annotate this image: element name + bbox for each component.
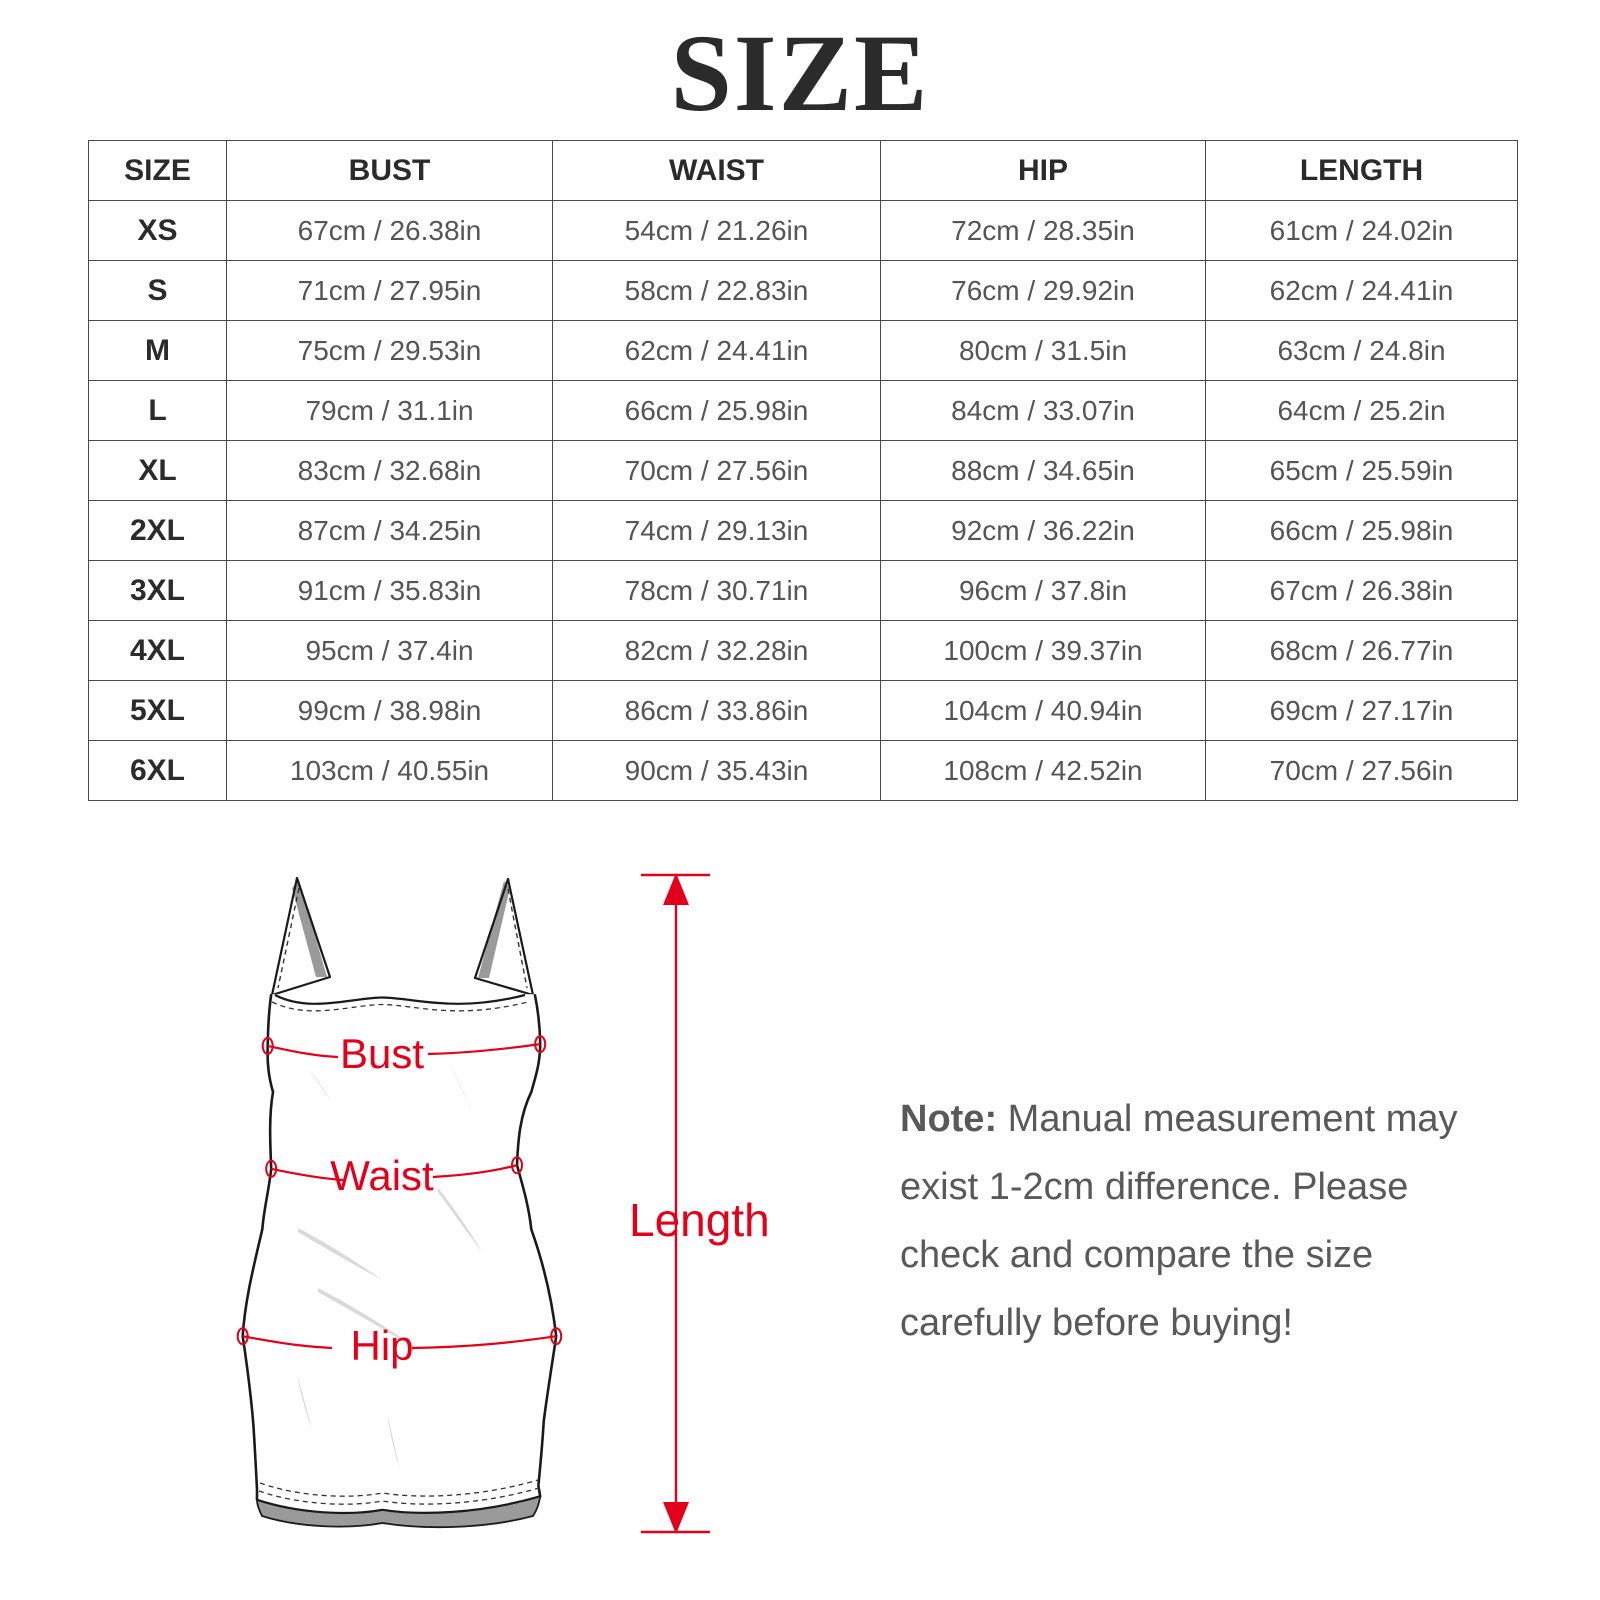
svg-text:Length: Length	[629, 1194, 770, 1246]
